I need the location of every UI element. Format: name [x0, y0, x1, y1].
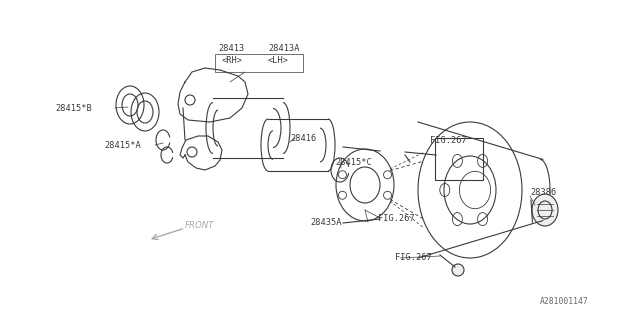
Text: FIG.267: FIG.267: [430, 135, 467, 145]
Text: 28413A: 28413A: [268, 44, 300, 52]
Text: 28435A: 28435A: [310, 218, 342, 227]
Ellipse shape: [452, 264, 464, 276]
Text: <LH>: <LH>: [268, 55, 289, 65]
Bar: [435, 138, 483, 180]
Ellipse shape: [532, 194, 558, 226]
Text: FRONT: FRONT: [185, 220, 214, 229]
Text: FIG.267: FIG.267: [395, 253, 432, 262]
Text: 28416: 28416: [290, 133, 316, 142]
Text: 28415*B: 28415*B: [55, 103, 92, 113]
Bar: [215, 54, 303, 72]
Text: 28413: 28413: [218, 44, 244, 52]
Text: FIG.267: FIG.267: [378, 213, 415, 222]
Text: 28415*C: 28415*C: [335, 157, 372, 166]
Text: <RH>: <RH>: [222, 55, 243, 65]
Text: 28415*A: 28415*A: [104, 140, 141, 149]
Text: 28386: 28386: [530, 188, 556, 196]
Text: A281001147: A281001147: [540, 298, 589, 307]
